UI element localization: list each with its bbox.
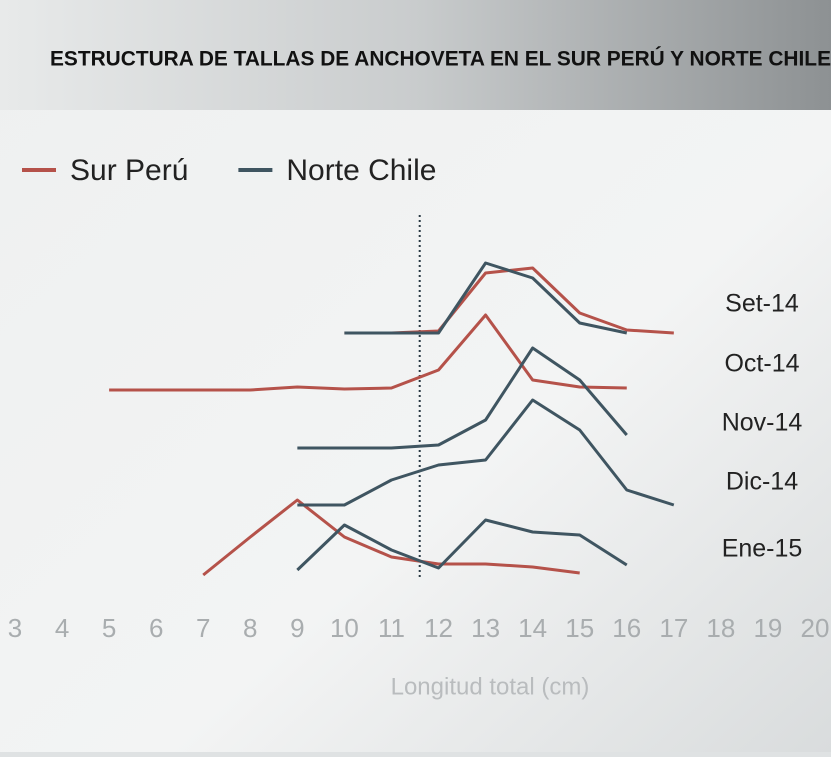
legend-label: Sur Perú (70, 154, 188, 187)
x-tick-label: 5 (102, 613, 116, 643)
row-label: Oct-14 (724, 350, 799, 378)
chart-title: ESTRUCTURA DE TALLAS DE ANCHOVETA EN EL … (50, 47, 831, 71)
ridge-line (344, 261, 628, 335)
ridge-line (202, 498, 580, 577)
x-tick-label: 11 (378, 613, 405, 643)
x-tick-label: 15 (565, 613, 594, 643)
row-label: Nov-14 (722, 409, 803, 437)
x-tick-label: 13 (471, 613, 500, 643)
x-tick-label: 12 (424, 613, 453, 643)
x-tick-label: 10 (330, 613, 359, 643)
ridge-line (297, 346, 628, 450)
x-tick-label: 14 (518, 613, 547, 643)
x-tick-label: 17 (659, 613, 688, 643)
row-label: Ene-15 (722, 535, 803, 563)
x-tick-label: 19 (753, 613, 782, 643)
row-label: Set-14 (725, 290, 799, 318)
row-label: Dic-14 (726, 468, 798, 496)
x-tick-label: 3 (8, 613, 22, 643)
x-tick-label: 18 (706, 613, 735, 643)
x-tick-label: 8 (243, 613, 257, 643)
x-tick-label: 16 (612, 613, 641, 643)
title-band (0, 0, 831, 110)
x-tick-label: 6 (149, 613, 163, 643)
x-axis-label: Longitud total (cm) (391, 673, 590, 700)
x-tick-label: 20 (801, 613, 830, 643)
x-tick-label: 9 (290, 613, 304, 643)
ridge-line (109, 313, 627, 392)
ridge-line (297, 398, 675, 507)
ridge-line (296, 518, 628, 572)
x-tick-label: 7 (196, 613, 210, 643)
x-tick-label: 4 (55, 613, 69, 643)
legend-label: Norte Chile (286, 154, 436, 187)
